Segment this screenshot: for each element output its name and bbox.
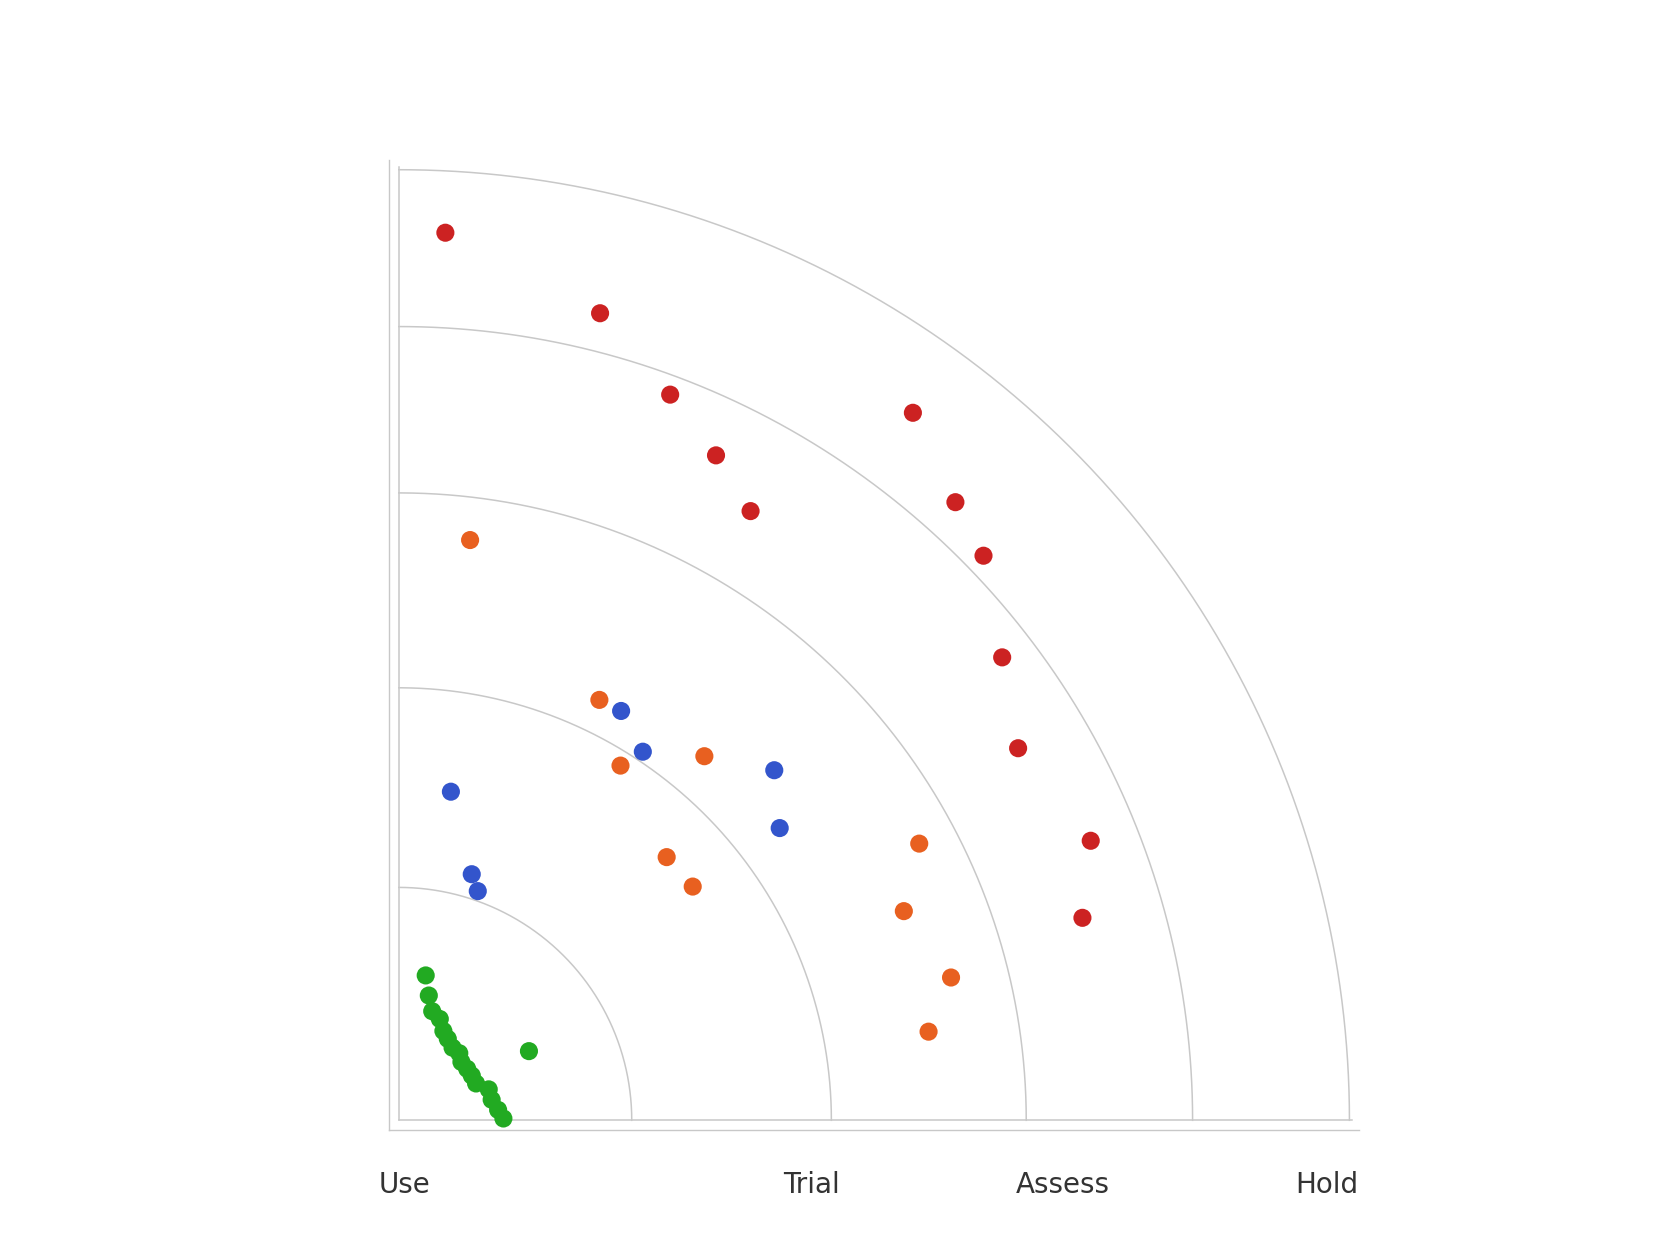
Point [430, 1020, 457, 1040]
Point [457, 530, 483, 550]
Point [458, 1065, 485, 1085]
Point [738, 501, 764, 521]
Point [490, 1108, 516, 1128]
Point [586, 690, 612, 710]
Point [890, 901, 916, 921]
Point [485, 1099, 511, 1119]
Point [691, 746, 718, 766]
Point [971, 546, 997, 566]
Point [412, 965, 438, 985]
Point [453, 1059, 480, 1079]
Point [475, 1079, 501, 1099]
Point [943, 492, 969, 512]
Point [418, 1002, 445, 1022]
Point [761, 760, 787, 780]
Point [653, 848, 680, 868]
Text: Trial: Trial [784, 1171, 840, 1198]
Point [906, 834, 933, 854]
Point [478, 1089, 504, 1109]
Point [438, 781, 465, 801]
Point [630, 741, 657, 761]
Point [766, 818, 792, 838]
Point [1068, 908, 1095, 928]
Point [680, 876, 706, 896]
Point [463, 1073, 490, 1093]
Point [415, 985, 442, 1005]
Text: Assess: Assess [1016, 1171, 1110, 1198]
Point [587, 303, 614, 323]
Point [938, 968, 964, 988]
Point [989, 647, 1016, 667]
Point [1077, 831, 1103, 851]
Point [609, 701, 635, 721]
Point [516, 1042, 543, 1062]
Point [435, 1029, 461, 1049]
Text: Use: Use [379, 1171, 430, 1198]
Text: Hold: Hold [1295, 1171, 1358, 1198]
Point [657, 384, 683, 404]
Point [900, 403, 926, 423]
Point [427, 1009, 453, 1029]
Point [432, 223, 458, 243]
Point [703, 446, 729, 466]
Point [448, 1052, 475, 1072]
Point [465, 881, 491, 901]
Point [1006, 739, 1032, 759]
Point [458, 864, 485, 884]
Point [440, 1038, 466, 1058]
Point [447, 1043, 473, 1063]
Point [915, 1022, 941, 1042]
Point [607, 756, 633, 776]
